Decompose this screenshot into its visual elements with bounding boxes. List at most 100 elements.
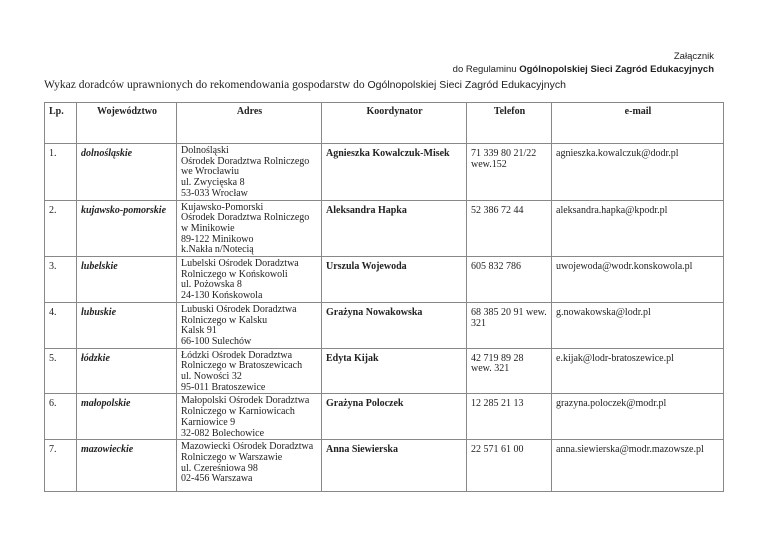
header-lp: Lp. [44, 102, 77, 144]
address-line: Rolniczego w Kalsku [181, 314, 268, 326]
title-suffix: Ogólnopolskiej Sieci Zagród Edukacyjnych [367, 79, 566, 91]
email-link[interactable]: anna.siewierska@modr.mazowsze.pl [556, 444, 704, 456]
email: anna.siewierska@modr.mazowsze.pl [551, 439, 724, 493]
address-line: Łódzki Ośrodek Doradztwa [181, 349, 293, 361]
row-number: 3. [44, 256, 77, 303]
email-link[interactable]: e.kijak@lodr-bratoszewice.pl [556, 352, 674, 364]
address-line: Rolniczego w Karniowicach [181, 406, 295, 418]
address-line: Rolniczego w Warszawie [181, 451, 283, 463]
table-row: 4. lubuskie Lubuski Ośrodek Doradztwa Rolni… [44, 301, 724, 349]
address: Lubelski Ośrodek Doradztwa Rolniczego w K… [176, 256, 322, 303]
address-line: Rolniczego w Bratoszewicach [181, 360, 303, 372]
coordinator: Grażyna Poloczek [321, 393, 467, 441]
row-number: 6. [44, 393, 77, 441]
header-adres: Adres [176, 102, 322, 144]
address-line: Rolniczego w Końskowoli [181, 268, 288, 280]
address-line: 24-130 Końskowola [181, 290, 263, 302]
phone: 52 386 72 44 [466, 199, 552, 258]
voivodeship: małopolskie [76, 393, 177, 441]
phone: 12 285 21 13 [466, 393, 552, 441]
title-main: Wykaz doradców uprawnionych do rekomendo… [44, 79, 368, 91]
header-koordynator: Koordynator [321, 102, 467, 144]
address: Łódzki Ośrodek Doradztwa Rolniczego w Bra… [176, 347, 322, 395]
address-line: Kujawsko-Pomorski [181, 201, 264, 213]
address-line: Dolnośląski [181, 145, 229, 156]
email-link[interactable]: g.nowakowska@lodr.pl [556, 306, 651, 318]
address-line: Mazowiecki Ośrodek Doradztwa [181, 441, 314, 453]
advisors-table: Lp. Województwo Adres Koordynator Telefo… [44, 102, 724, 493]
address-line: 66-100 Sulechów [181, 335, 252, 347]
address-line: Małopolski Ośrodek Doradztwa [181, 395, 310, 407]
address-line: ul. Czereśniowa 98 [181, 462, 258, 474]
coordinator: Aleksandra Hapka [321, 199, 467, 258]
email: g.nowakowska@lodr.pl [551, 301, 724, 349]
phone-line: 22 571 61 00 [471, 444, 524, 456]
header-telefon: Telefon [466, 102, 552, 144]
phone-line: wew.152 [471, 158, 507, 170]
phone-line: 321 [471, 317, 486, 329]
address-line: 02-456 Warszawa [181, 473, 253, 485]
email-link[interactable]: agnieszka.kowalczuk@dodr.pl [556, 148, 679, 159]
table-row: 6. małopolskie Małopolski Ośrodek Doradztw… [44, 393, 724, 441]
email-link[interactable]: aleksandra.hapka@kpodr.pl [556, 204, 668, 216]
coordinator: Urszula Wojewoda [321, 256, 467, 303]
voivodeship: lubelskie [76, 256, 177, 303]
phone-line: 52 386 72 44 [471, 204, 524, 216]
table-row: 5. łódzkie Łódzki Ośrodek Doradztwa Rolnicz… [44, 347, 724, 395]
email-link[interactable]: uwojewoda@wodr.konskowola.pl [556, 261, 693, 273]
address-line: we Wrocławiu [181, 166, 240, 178]
address-line: Ośrodek Doradztwa Rolniczego [181, 212, 310, 224]
email: agnieszka.kowalczuk@dodr.pl [551, 143, 724, 201]
coordinator: Grażyna Nowakowska [321, 301, 467, 349]
email-link[interactable]: grazyna.poloczek@modr.pl [556, 398, 667, 410]
row-number: 2. [44, 199, 77, 258]
address-line: 32-082 Bolechowice [181, 427, 265, 439]
table-row: 7. mazowieckie Mazowiecki Ośrodek Doradztw… [44, 439, 724, 493]
phone: 68 385 20 91 wew. 321 [466, 301, 552, 349]
annex-note: Załącznik do Regulaminu Ogólnopolskiej S… [0, 50, 714, 76]
voivodeship: mazowieckie [76, 439, 177, 493]
address: Lubuski Ośrodek Doradztwa Rolniczego w Ka… [176, 301, 322, 349]
address-line: ul. Zwycięska 8 [181, 177, 245, 189]
address-line: Lubelski Ośrodek Doradztwa [181, 258, 299, 270]
table-row: 3. lubelskie Lubelski Ośrodek Doradztwa Rol… [44, 256, 724, 303]
table-row: 2. kujawsko-pomorskie Kujawsko-Pomorski Ośr… [44, 199, 724, 258]
phone-line: wew. 321 [471, 363, 510, 375]
header-email: e-mail [551, 102, 724, 144]
phone: 605 832 786 [466, 256, 552, 303]
address-line: Kalsk 91 [181, 325, 217, 337]
annex-label: Załącznik [673, 51, 714, 62]
phone: 42 719 89 28 wew. 321 [466, 347, 552, 395]
annex-regulation-name: Ogólnopolskiej Sieci Zagród Edukacyjnych [519, 64, 714, 75]
phone: 71 339 80 21/22 wew.152 [466, 143, 552, 201]
annex-prefix: do Regulaminu [452, 64, 520, 75]
address: Dolnośląski Ośrodek Doradztwa Rolniczego w… [176, 143, 322, 201]
email: e.kijak@lodr-bratoszewice.pl [551, 347, 724, 395]
row-number: 7. [44, 439, 77, 493]
address-line: 95-011 Bratoszewice [181, 381, 266, 393]
address: Małopolski Ośrodek Doradztwa Rolniczego w… [176, 393, 322, 441]
phone: 22 571 61 00 [466, 439, 552, 493]
document-title: Wykaz doradców uprawnionych do rekomendo… [44, 79, 566, 91]
voivodeship: dolnośląskie [76, 143, 177, 201]
email: grazyna.poloczek@modr.pl [551, 393, 724, 441]
table-header-row: Lp. Województwo Adres Koordynator Telefo… [44, 102, 724, 144]
address-line: 53-033 Wrocław [181, 187, 248, 199]
address-line: k.Nakła n/Notecią [181, 244, 254, 256]
address-line: w Minikowie [181, 222, 235, 234]
row-number: 4. [44, 301, 77, 349]
phone-line: 68 385 20 91 wew. [471, 306, 547, 318]
voivodeship: łódzkie [76, 347, 177, 395]
coordinator: Edyta Kijak [321, 347, 467, 395]
email: aleksandra.hapka@kpodr.pl [551, 199, 724, 258]
phone-line: 71 339 80 21/22 [471, 148, 537, 159]
address-line: Ośrodek Doradztwa Rolniczego [181, 155, 310, 167]
table-row: 1. dolnośląskie Dolnośląski Ośrodek Doradzt… [44, 143, 724, 201]
phone-line: 42 719 89 28 [471, 352, 524, 364]
address-line: ul. Pożowska 8 [181, 279, 242, 291]
voivodeship: kujawsko-pomorskie [76, 199, 177, 258]
address: Mazowiecki Ośrodek Doradztwa Rolniczego w… [176, 439, 322, 493]
address-line: Lubuski Ośrodek Doradztwa [181, 303, 297, 315]
email: uwojewoda@wodr.konskowola.pl [551, 256, 724, 303]
phone-line: 605 832 786 [471, 261, 521, 273]
